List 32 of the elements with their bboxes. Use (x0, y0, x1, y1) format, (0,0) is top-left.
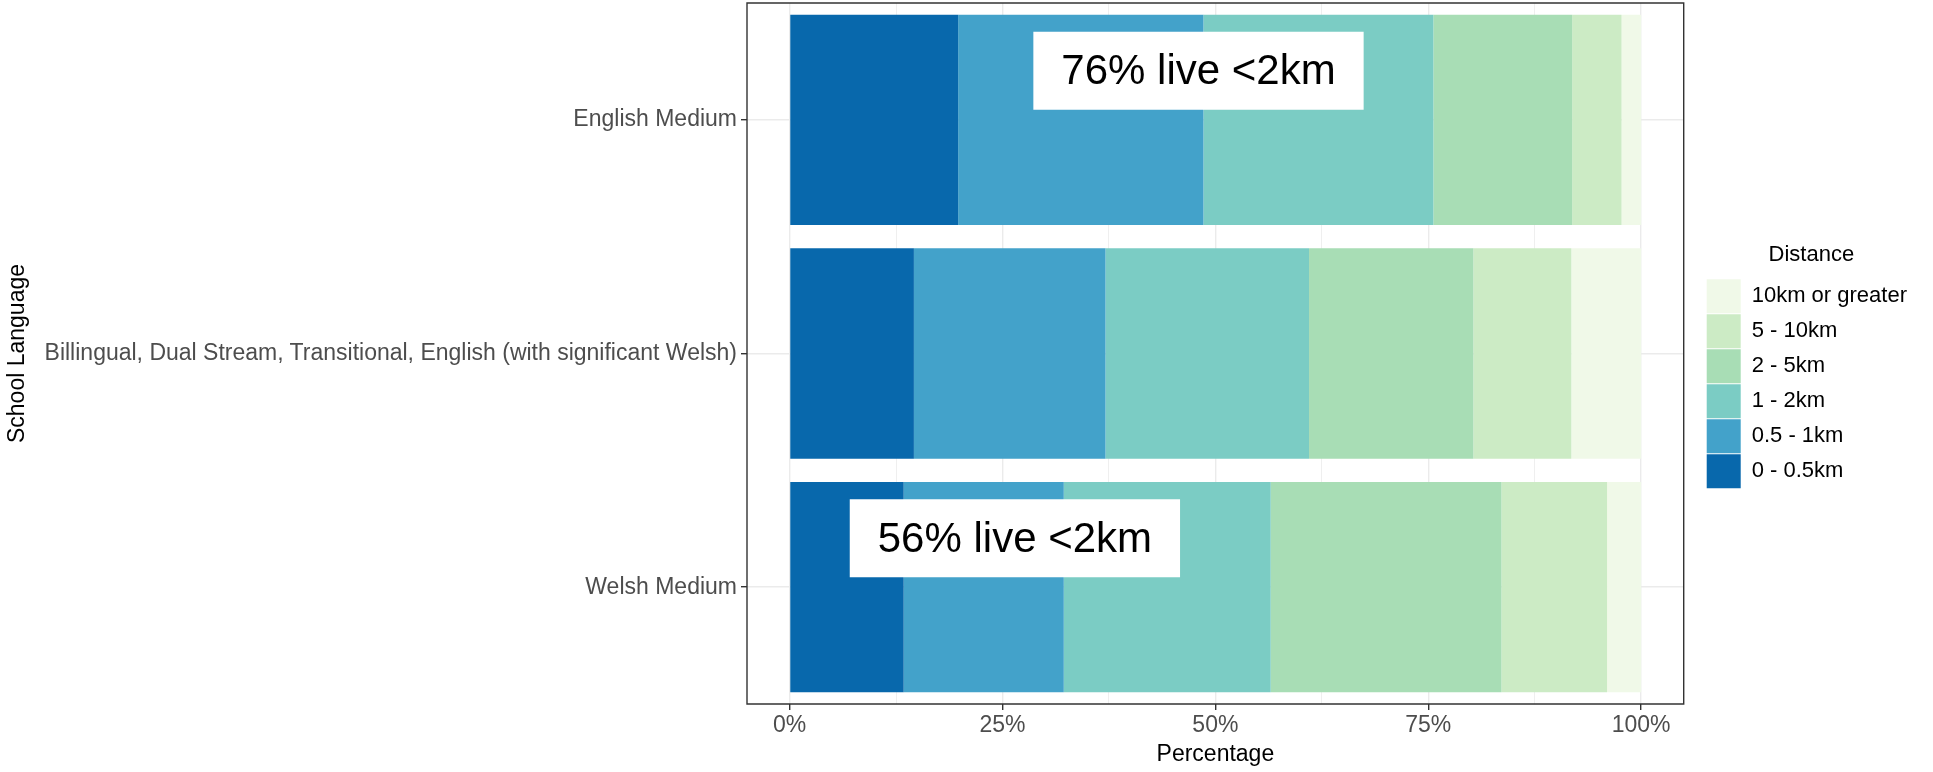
legend-title: Distance (1768, 240, 1855, 266)
y-tick-label: Billingual, Dual Stream, Transitional, English (with significant Welsh) (44, 338, 737, 365)
bar (790, 248, 914, 459)
bar (790, 14, 959, 225)
x-tick-label: 50% (1192, 711, 1239, 738)
legend-label: 0.5 - 1km (1751, 422, 1844, 448)
bar (1501, 482, 1608, 693)
annotation: 76% live <2km (1061, 46, 1336, 94)
bar (1572, 14, 1622, 225)
annotation: 56% live <2km (877, 513, 1153, 561)
bar (1473, 248, 1572, 459)
y-tick-label: English Medium (573, 105, 737, 132)
bar (1607, 482, 1642, 693)
legend-label: 2 - 5km (1751, 352, 1826, 378)
legend-label: 1 - 2km (1751, 387, 1826, 413)
bar (1309, 248, 1474, 459)
y-axis-title: School Language (3, 263, 30, 444)
legend-label: 10km or greater (1751, 282, 1908, 308)
x-tick-label: 100% (1611, 711, 1671, 738)
x-tick-label: 0% (772, 711, 807, 738)
bar (1571, 248, 1642, 459)
x-tick-label: 25% (979, 711, 1026, 738)
bar (1105, 248, 1310, 459)
bar (1621, 14, 1642, 225)
x-axis-title: Percentage (1156, 739, 1275, 766)
bar (913, 248, 1106, 459)
legend-label: 0 - 0.5km (1751, 457, 1844, 483)
x-tick-label: 75% (1405, 711, 1452, 738)
y-tick-label: Welsh Medium (585, 572, 737, 599)
bar (1270, 482, 1502, 693)
legend-label: 5 - 10km (1751, 317, 1838, 343)
bar (1433, 14, 1573, 225)
